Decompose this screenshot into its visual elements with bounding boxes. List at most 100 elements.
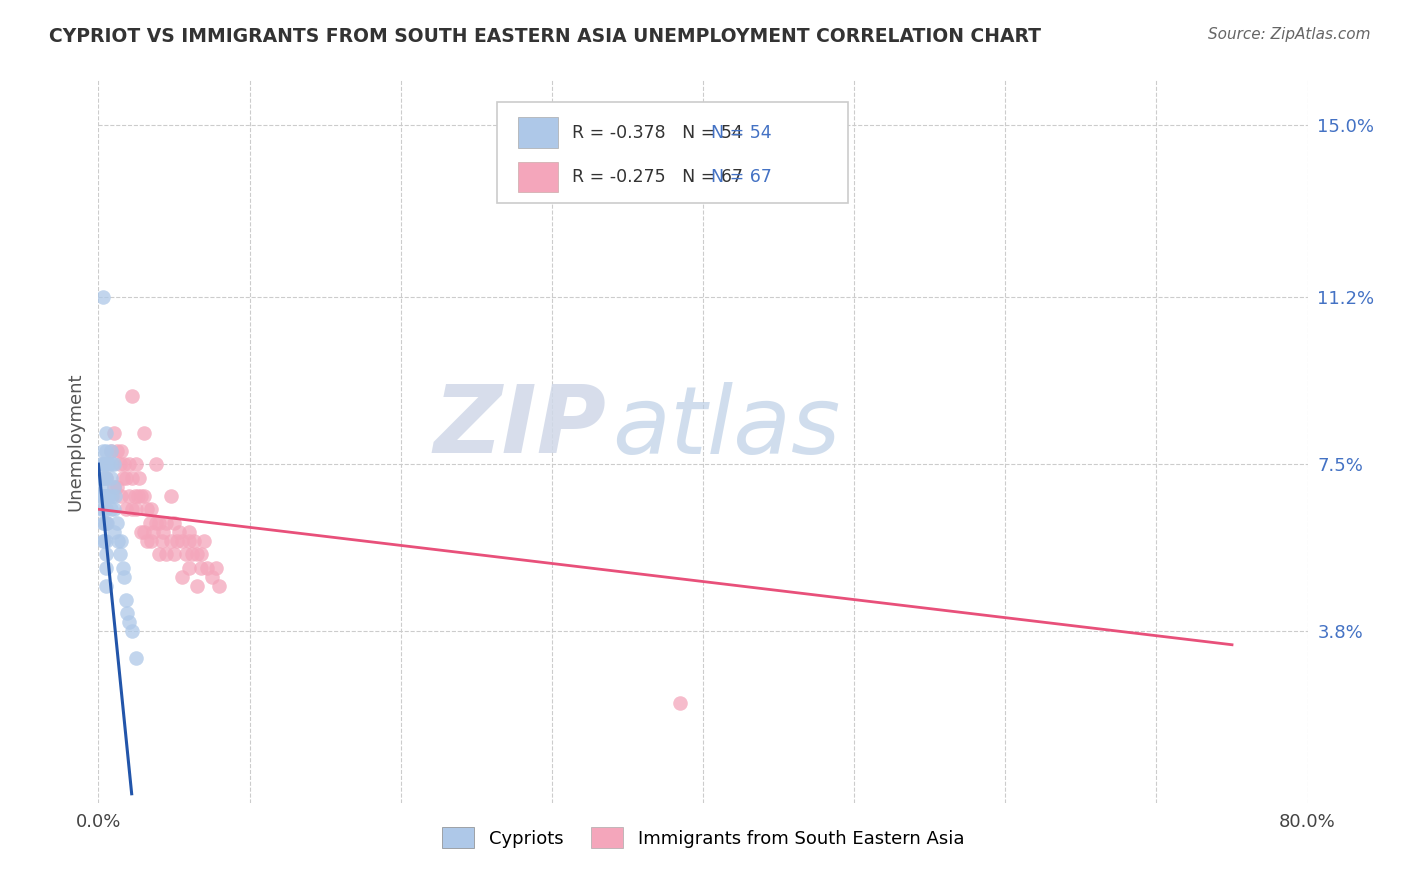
Point: [105, 516, 128, 530]
Point: [98, 457, 121, 471]
Text: R = -0.275   N = 67: R = -0.275 N = 67: [572, 168, 744, 186]
Bar: [517, 161, 558, 192]
Point: [132, 489, 155, 503]
Point: [121, 624, 143, 639]
Point: [121, 471, 143, 485]
Point: [94, 516, 117, 530]
Point: [91, 457, 114, 471]
Point: [103, 425, 125, 440]
Point: [91, 489, 114, 503]
Point: [150, 533, 173, 548]
Point: [94, 548, 117, 562]
Point: [160, 489, 183, 503]
Point: [105, 480, 128, 494]
Point: [93, 533, 115, 548]
Point: [94, 471, 117, 485]
Point: [114, 502, 136, 516]
Point: [91, 443, 114, 458]
Point: [125, 651, 148, 665]
Point: [167, 524, 190, 539]
Point: [103, 480, 125, 494]
Point: [118, 615, 141, 630]
Point: [141, 533, 163, 548]
Point: [108, 457, 131, 471]
Point: [129, 524, 152, 539]
Point: [91, 290, 114, 304]
Point: [110, 443, 132, 458]
Point: [103, 502, 125, 516]
Point: [201, 570, 224, 584]
Point: [125, 502, 148, 516]
Point: [94, 516, 117, 530]
Point: [94, 443, 117, 458]
Point: [110, 489, 132, 503]
Point: [96, 457, 118, 471]
Point: [93, 516, 115, 530]
Point: [179, 533, 201, 548]
Point: [107, 533, 129, 548]
Bar: [517, 118, 558, 148]
FancyBboxPatch shape: [498, 102, 848, 203]
Point: [112, 457, 135, 471]
Point: [118, 457, 141, 471]
Point: [100, 471, 122, 485]
Point: [179, 524, 201, 539]
Text: N = 54: N = 54: [711, 124, 772, 142]
Point: [193, 533, 215, 548]
Point: [148, 548, 170, 562]
Point: [669, 697, 692, 711]
Point: [166, 533, 188, 548]
Point: [100, 502, 122, 516]
Point: [93, 471, 115, 485]
Point: [94, 425, 117, 440]
Point: [94, 502, 117, 516]
Point: [108, 548, 131, 562]
Point: [118, 489, 141, 503]
Point: [181, 548, 204, 562]
Point: [90, 502, 112, 516]
Text: Source: ZipAtlas.com: Source: ZipAtlas.com: [1208, 27, 1371, 42]
Point: [132, 524, 155, 539]
Point: [115, 606, 138, 620]
Point: [129, 489, 152, 503]
Point: [186, 579, 208, 593]
Point: [100, 443, 122, 458]
Point: [163, 516, 186, 530]
Point: [139, 516, 162, 530]
Point: [110, 533, 132, 548]
Point: [91, 516, 114, 530]
Point: [111, 561, 134, 575]
Point: [145, 457, 167, 471]
Point: [98, 489, 121, 503]
Point: [101, 457, 124, 471]
Point: [96, 516, 118, 530]
Point: [112, 570, 135, 584]
Point: [94, 561, 117, 575]
Point: [94, 489, 117, 503]
Point: [100, 443, 122, 458]
Point: [160, 533, 183, 548]
Point: [93, 489, 115, 503]
Text: R = -0.378   N = 54: R = -0.378 N = 54: [572, 124, 744, 142]
Point: [105, 443, 128, 458]
Point: [132, 425, 155, 440]
Text: N = 67: N = 67: [711, 168, 772, 186]
Point: [179, 561, 201, 575]
Point: [96, 489, 118, 503]
Point: [90, 457, 112, 471]
Point: [142, 524, 165, 539]
Point: [93, 457, 115, 471]
Point: [121, 389, 143, 403]
Legend: Cypriots, Immigrants from South Eastern Asia: Cypriots, Immigrants from South Eastern …: [434, 820, 972, 855]
Point: [91, 533, 114, 548]
Point: [94, 457, 117, 471]
Y-axis label: Unemployment: Unemployment: [66, 372, 84, 511]
Point: [174, 548, 197, 562]
Point: [183, 533, 205, 548]
Point: [128, 471, 150, 485]
Point: [91, 471, 114, 485]
Point: [111, 471, 134, 485]
Point: [124, 489, 146, 503]
Point: [141, 502, 163, 516]
Point: [94, 533, 117, 548]
